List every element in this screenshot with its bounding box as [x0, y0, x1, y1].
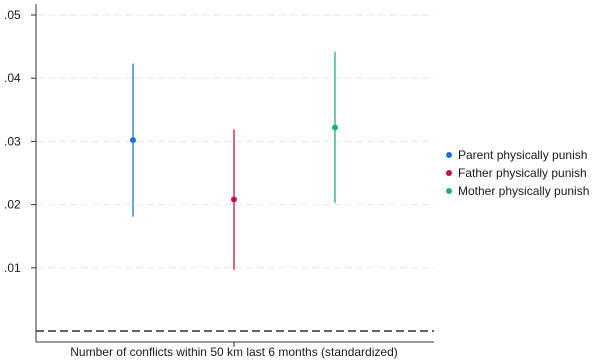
y-axis-ticks: .01 .02 .03 .04 .05 [4, 8, 36, 275]
y-tick-label: .03 [4, 134, 21, 148]
point-estimate [130, 137, 136, 144]
legend-label: Mother physically punish [458, 184, 589, 198]
y-tick-label: .02 [4, 198, 21, 212]
y-tick-label: .01 [4, 261, 21, 275]
series-markers [130, 51, 338, 270]
legend-marker [446, 152, 452, 158]
y-tick-label: .04 [4, 71, 21, 85]
legend: Parent physically punish Father physicall… [446, 148, 589, 198]
legend-marker [446, 170, 452, 176]
y-tick-label: .05 [4, 8, 21, 22]
legend-label: Parent physically punish [458, 148, 587, 162]
legend-marker [446, 188, 452, 194]
gridlines [37, 14, 434, 269]
point-estimate [231, 196, 237, 203]
x-axis-title: Number of conflicts within 50 km last 6 … [70, 345, 397, 359]
legend-label: Father physically punish [458, 166, 587, 180]
point-estimate [332, 124, 338, 131]
